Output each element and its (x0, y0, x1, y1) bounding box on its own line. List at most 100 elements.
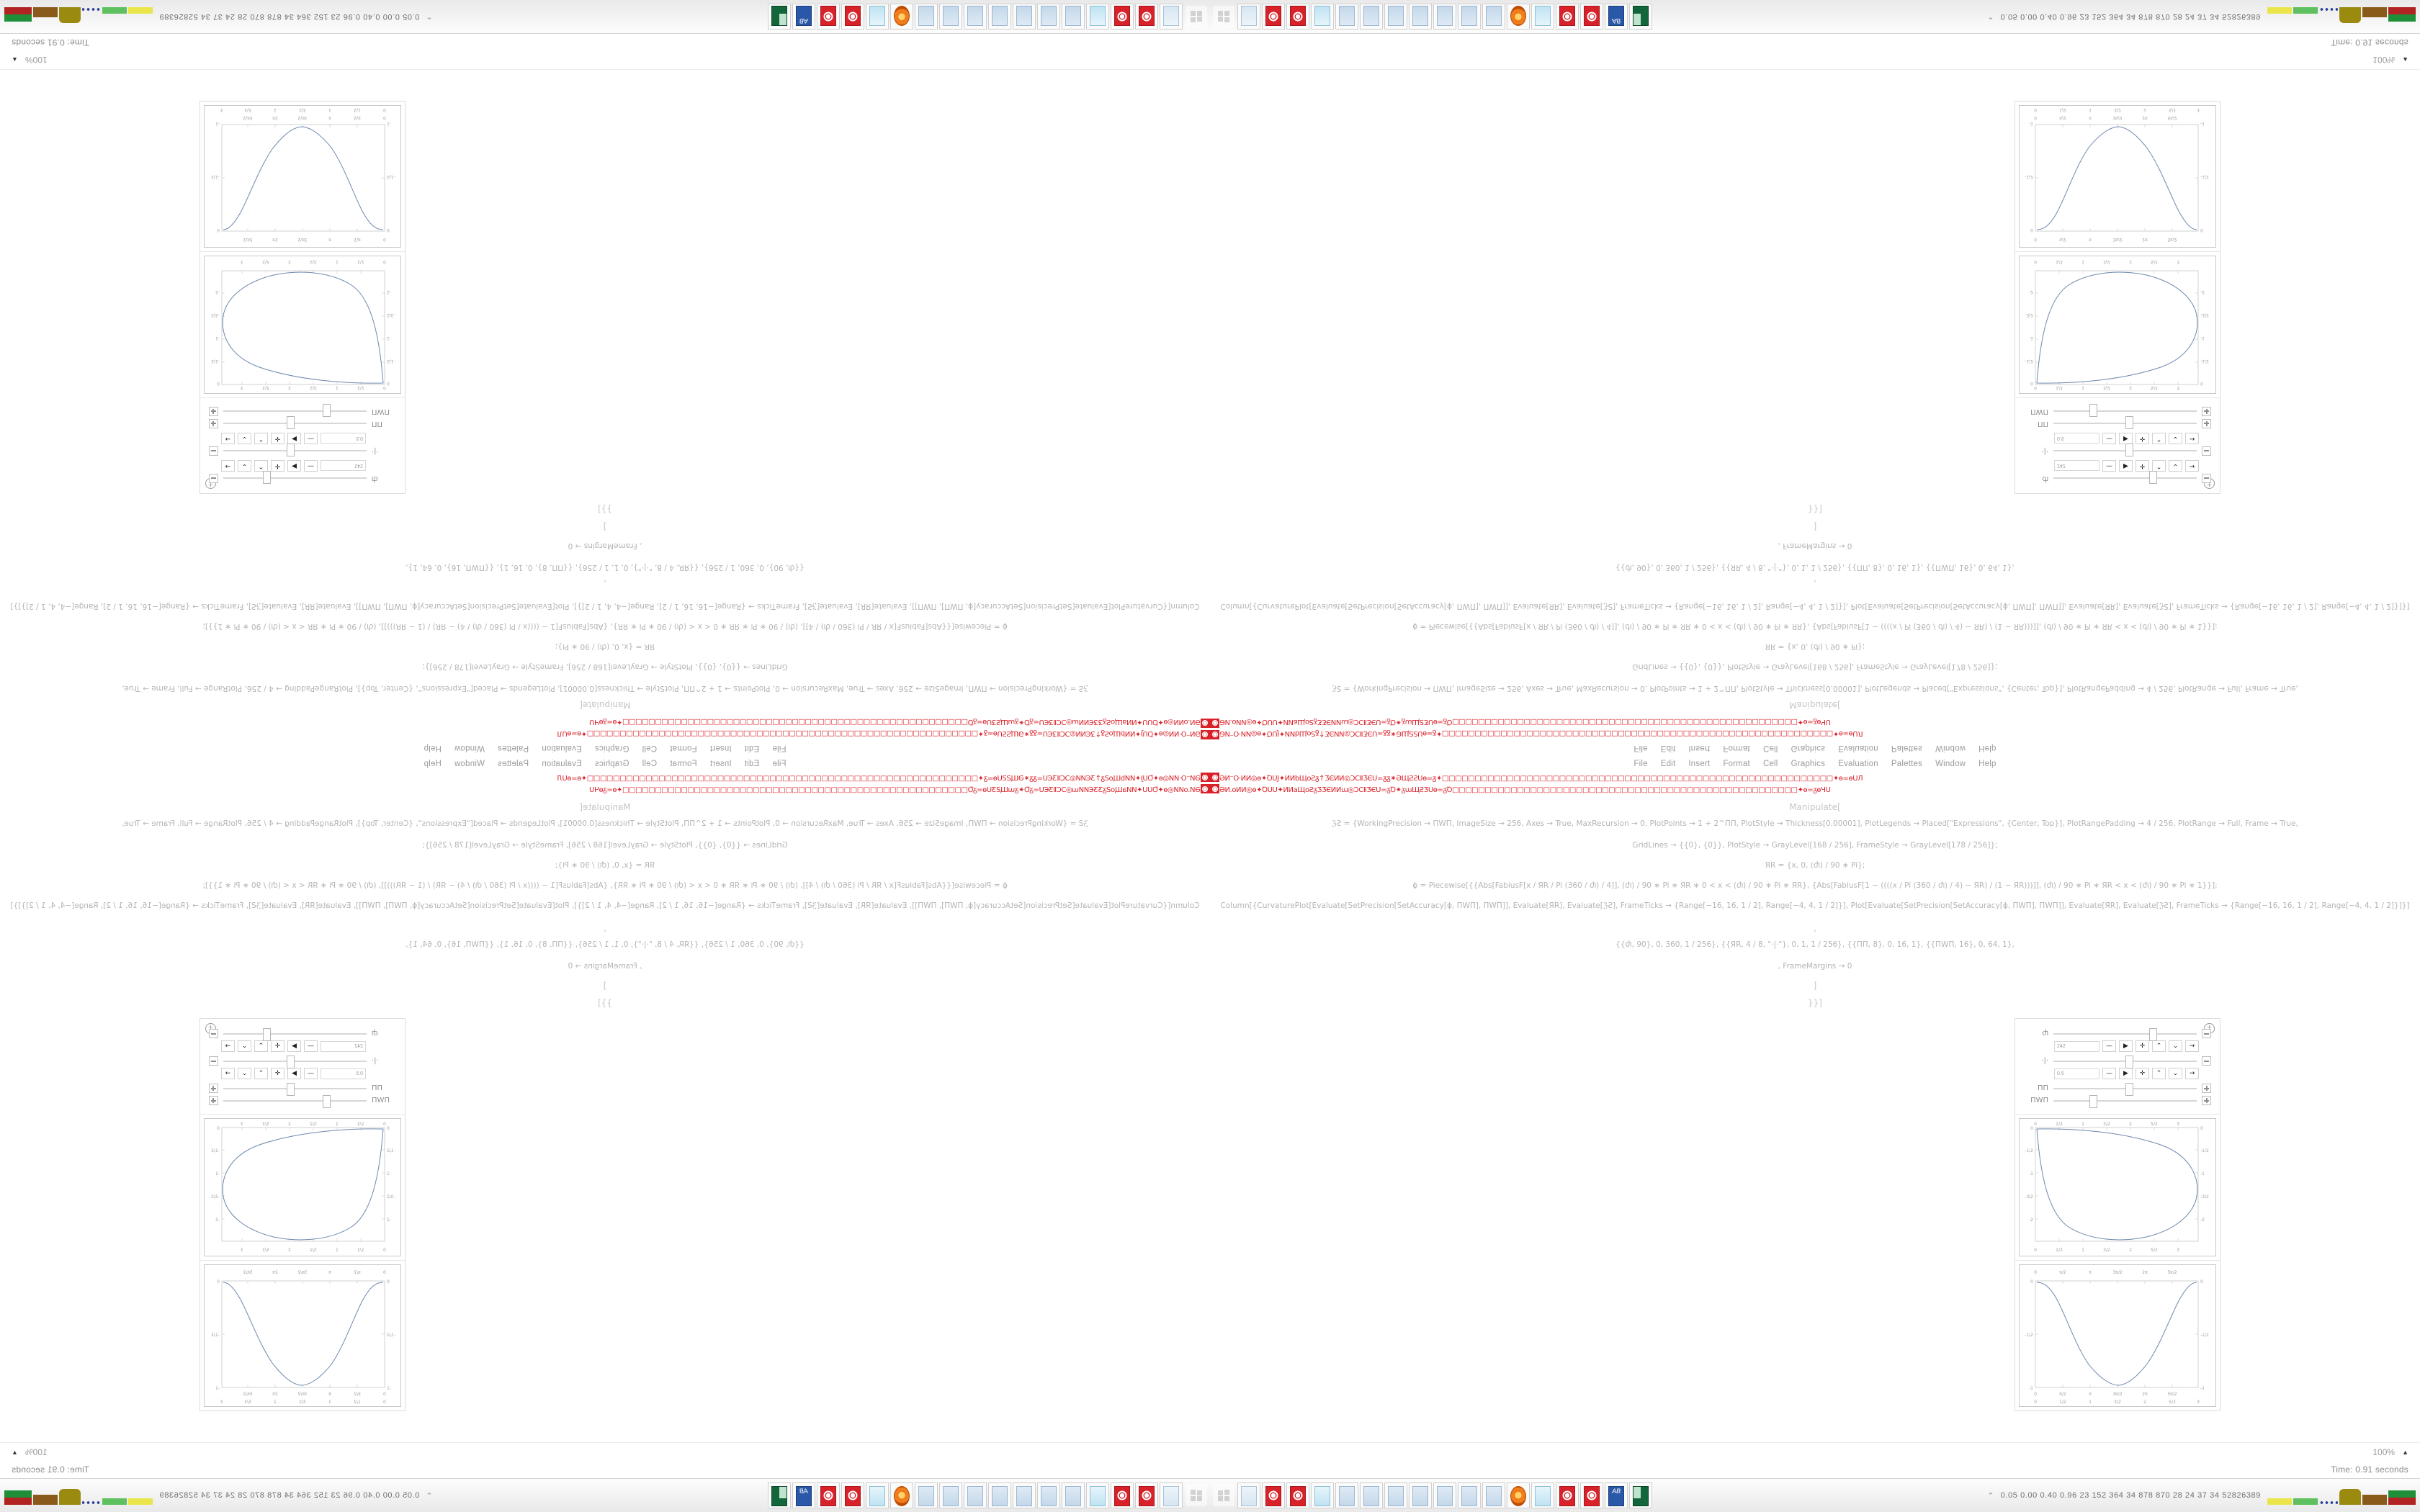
minus-icon[interactable] (2202, 474, 2211, 483)
reset-button[interactable]: → (2185, 1068, 2199, 1079)
animator-row-ratio[interactable]: 0.5 — ▶ ✛ ⌃ ⌄ → (209, 433, 366, 444)
slider-track-plotpoints[interactable] (223, 416, 367, 430)
menu-item-cell[interactable]: Cell (1762, 744, 1778, 752)
manipulate-output-cell[interactable]: + Ⴛ 242 — ▶ ✛ ⌃ ⌄ (2015, 101, 2220, 494)
windows-taskbar[interactable] (1210, 1478, 2420, 1512)
taskbar-item[interactable] (890, 1482, 913, 1508)
taskbar-item[interactable] (866, 4, 889, 30)
code-line[interactable]: Manipulate[ (579, 802, 631, 812)
taskbar-item[interactable] (964, 4, 987, 30)
slider-row-theta[interactable]: Ⴛ (209, 471, 396, 485)
taskbar-item[interactable] (1482, 4, 1505, 30)
taskbar-item[interactable] (1580, 1482, 1603, 1508)
taskbar-item[interactable] (1286, 1482, 1309, 1508)
code-line[interactable]: ЯR = {x, 0, (Ⴛ) / 90 ∗ Pi}; (1765, 642, 1865, 651)
menu-item-window[interactable]: Window (454, 760, 485, 768)
plus-icon[interactable] (209, 1096, 218, 1105)
taskbar-item[interactable] (1311, 4, 1334, 30)
menu-item-help[interactable]: Help (424, 760, 442, 768)
taskbar-item[interactable] (915, 1482, 938, 1508)
window-title-row[interactable]: ƏИ.oИИ◎ɵ✦ꝹUU✦ИИаЩоƧᵹƷƷЄИИɯ◎ƆСⅡƷЄU=ᵹꝹ⁕ᵹɯЩ… (1210, 718, 2420, 729)
plus-icon[interactable] (209, 1084, 218, 1093)
value-field-theta[interactable]: 242 (321, 460, 366, 472)
zoom-bar[interactable]: 100% ▲ (0, 1442, 1210, 1462)
taskbar-item[interactable] (768, 4, 791, 30)
menu-item-format[interactable]: Format (670, 760, 697, 768)
value-field-ratio[interactable]: 0.5 (2054, 1068, 2099, 1079)
animator-row-ratio[interactable]: 0.5 — ▶ ✛ ⌃ ⌄ → (2054, 1068, 2211, 1079)
slider-thumb[interactable] (2125, 1082, 2133, 1096)
code-line[interactable]: ] (1813, 981, 1817, 991)
code-line[interactable]: Manipulate[ (1789, 700, 1841, 710)
slider-track-theta[interactable] (223, 471, 367, 485)
minus-icon[interactable] (209, 446, 218, 456)
plus-icon[interactable] (2202, 1096, 2211, 1105)
decrement-button[interactable]: — (2102, 1068, 2116, 1079)
code-line[interactable]: Manipulate[ (1789, 802, 1841, 812)
faster-button[interactable]: ⌃ (254, 433, 268, 444)
menu-item-window[interactable]: Window (1935, 760, 1966, 768)
slider-row-precision[interactable]: ПWП (2024, 1094, 2211, 1108)
taskbar-item[interactable] (1458, 4, 1481, 30)
code-line[interactable]: , (1814, 923, 1816, 933)
play-button[interactable]: ▶ (287, 460, 301, 472)
slider-row-theta[interactable]: Ⴛ (209, 1027, 396, 1041)
taskbar-item[interactable] (817, 4, 840, 30)
zoom-level-label[interactable]: 100% (2372, 1447, 2396, 1457)
menu-item-help[interactable]: Help (424, 744, 442, 752)
windows-taskbar[interactable] (1210, 0, 2420, 34)
slider-thumb[interactable] (323, 404, 331, 418)
plus-icon[interactable] (2202, 1084, 2211, 1093)
taskbar-item[interactable] (792, 4, 815, 30)
slower-button[interactable]: ⌄ (2169, 1040, 2182, 1052)
reset-button[interactable]: → (221, 460, 235, 472)
fabius-plot-frame[interactable]: 0 π/2 π 3π/2 2π 5π/2 0 π/2 π 3π/2 2π 5π/2 0 1/2 1 … (2019, 105, 2216, 248)
play-button[interactable]: ▶ (2119, 460, 2133, 472)
slider-row-theta[interactable]: Ⴛ (2024, 1027, 2211, 1041)
decrement-button[interactable]: — (2102, 460, 2116, 472)
slider-thumb[interactable] (2149, 471, 2158, 485)
decrement-button[interactable]: — (2102, 1040, 2116, 1052)
notebook-document[interactable]: Manipulate[ ℨƧ = {WorkingPrecision → ПWП… (0, 796, 1210, 1443)
slider-track-precision[interactable] (223, 1094, 367, 1108)
slower-button[interactable]: ⌄ (2169, 433, 2182, 444)
slider-thumb[interactable] (262, 1027, 271, 1041)
menu-item-evaluation[interactable]: Evaluation (542, 760, 582, 768)
animator-row-theta[interactable]: 242 — ▶ ✛ ⌃ ⌄ → (2054, 460, 2211, 472)
menu-item-insert[interactable]: Insert (709, 744, 732, 752)
curvature-plot-frame[interactable]: 0 1/2 1 3/2 2 5/2 3 0 1/2 1 3/2 2 5/2 3 0 -1/2 -1 -3… (2019, 1118, 2216, 1256)
faster-button[interactable]: ⌃ (2152, 460, 2166, 472)
increment-button[interactable]: ✛ (271, 433, 284, 444)
slider-thumb[interactable] (287, 1055, 295, 1068)
menu-item-graphics[interactable]: Graphics (594, 744, 629, 752)
chevron-up-icon[interactable]: ▲ (12, 56, 18, 63)
menu-bar[interactable]: File Edit Insert Format Cell Graphics Ev… (0, 740, 1210, 756)
value-field-theta[interactable]: 242 (2054, 460, 2099, 472)
taskbar-item[interactable] (1135, 1482, 1158, 1508)
taskbar-item[interactable] (1086, 4, 1109, 30)
animator-row-theta[interactable]: 242 — ▶ ✛ ⌃ ⌄ → (209, 1040, 366, 1052)
taskbar-item[interactable] (1629, 4, 1652, 30)
window-title-row[interactable]: ƏИ⁻O·ИИ◎ɵ✦ꝹUJ✦ИИbЩоƧᵹ↑ƷЄИИ◎ƆСⅡƷЄU=ᵹᵹ⁕ƏЩƧ… (0, 729, 1210, 740)
slider-row-precision[interactable]: ПWП (209, 404, 396, 418)
window-title-row[interactable]: ƏИ⁻O·ИИ◎ɵ✦ꝹUJ✦ИИbЩоƧᵹ↑ƷЄИИ◎ƆСⅡƷЄU=ᵹᵹ⁕ƏЩƧ… (0, 772, 1210, 783)
taskbar-item[interactable] (1384, 1482, 1407, 1508)
windows-start-icon[interactable] (1213, 6, 1234, 27)
plus-icon[interactable] (209, 407, 218, 416)
windows-start-icon[interactable] (1186, 6, 1207, 27)
reset-button[interactable]: → (221, 433, 235, 444)
window-title-row[interactable]: ƏИ.oИИ◎ɵ✦ꝹUU✦ИИаЩоƧᵹƷƷЄИИɯ◎ƆСⅡƷЄU=ᵹꝹ⁕ᵹɯЩ… (0, 718, 1210, 729)
slider-row-plotpoints[interactable]: ПП (209, 416, 396, 430)
menu-item-cell[interactable]: Cell (642, 744, 658, 752)
slider-thumb[interactable] (2149, 1027, 2158, 1041)
animator-row-theta[interactable]: 242 — ▶ ✛ ⌃ ⌄ → (209, 460, 366, 472)
slider-thumb[interactable] (2125, 444, 2133, 457)
windows-start-icon[interactable] (1186, 1485, 1207, 1506)
menu-item-format[interactable]: Format (1723, 744, 1750, 752)
code-line[interactable]: ϕ = Piecewise[{{Abs[FabiusF[x / ЯR / Pi … (1412, 622, 2218, 631)
code-line[interactable]: ℨƧ = {WorkingPrecision → ПWП, ImageSize … (1332, 684, 2298, 693)
slider-track-plotpoints[interactable] (2053, 416, 2197, 430)
code-line[interactable]: Column[{CurvaturePlot[Evaluate[SetPrecis… (10, 901, 1200, 910)
menu-item-file[interactable]: File (772, 744, 786, 752)
decrement-button[interactable]: — (2102, 433, 2116, 444)
